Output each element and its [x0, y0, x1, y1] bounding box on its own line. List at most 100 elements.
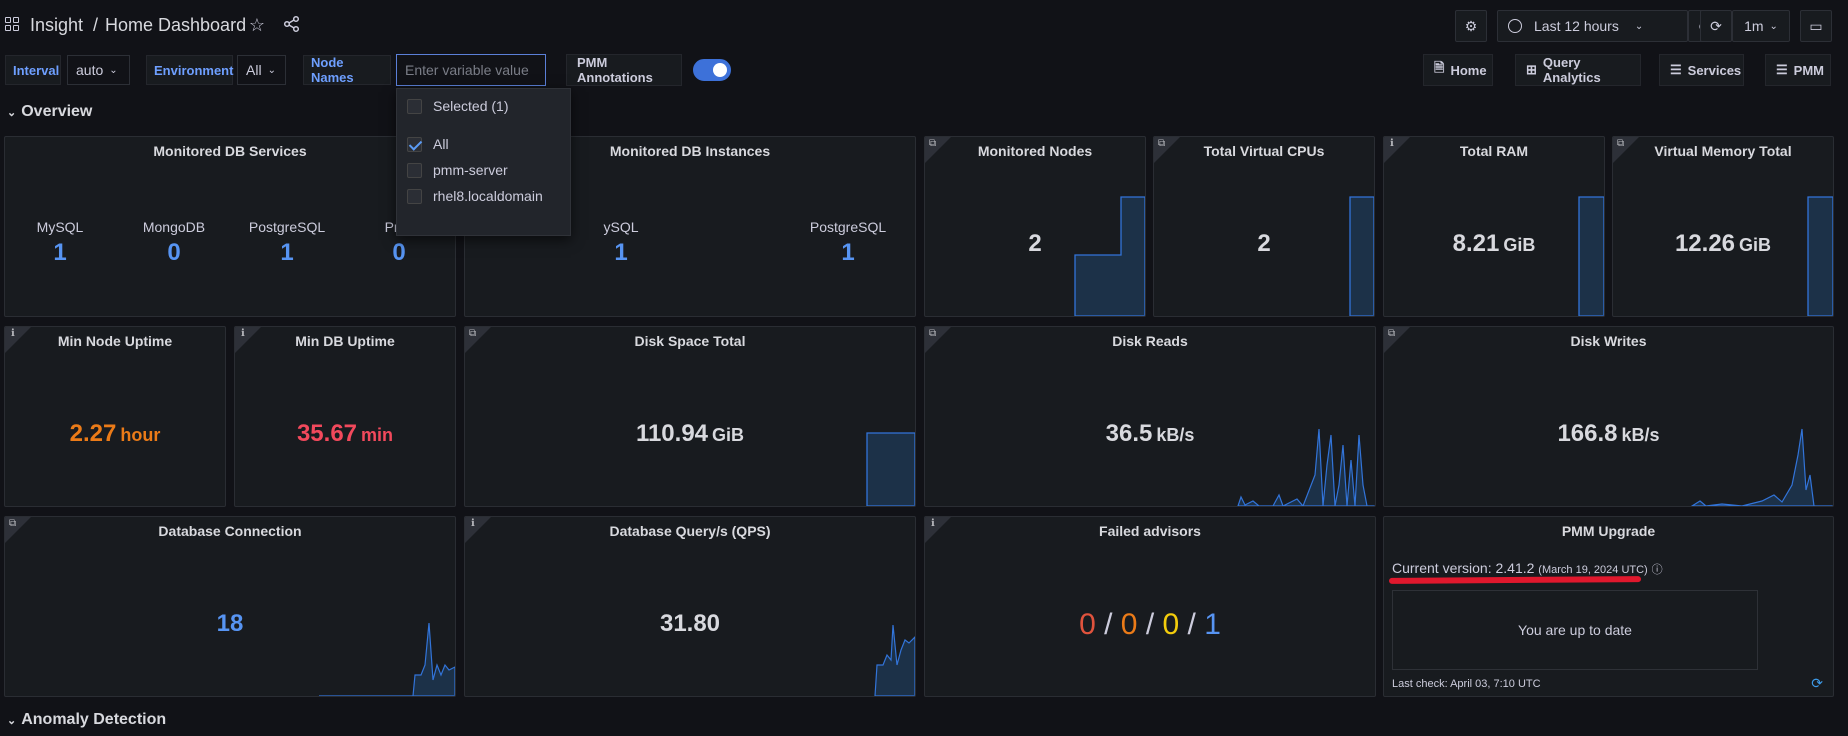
panel-title: Disk Writes [1570, 333, 1647, 349]
instance-name: PostgreSQL [809, 219, 887, 235]
external-link-icon[interactable]: ⧉ [1158, 138, 1166, 149]
time-range-label: Last 12 hours [1534, 18, 1619, 34]
panel-title: Total RAM [1459, 143, 1529, 159]
panel-link-corner[interactable] [465, 327, 491, 353]
clock-icon [1508, 19, 1522, 33]
apps-grid-icon[interactable] [5, 17, 19, 31]
checkbox[interactable] [407, 162, 422, 178]
panel-title: Min DB Uptime [295, 333, 395, 349]
separator: / [1104, 608, 1113, 641]
stat-value: 8.21 GiB [1452, 230, 1536, 257]
service-count: 0 [167, 239, 181, 266]
failed-advisors-counts[interactable]: 0 / 0 / 0 / 1 [925, 608, 1375, 642]
panel-title: Database Connection [158, 523, 302, 539]
row-header-overview[interactable]: ⌄ Overview [7, 103, 92, 121]
panel-info-corner[interactable] [5, 327, 31, 353]
checkbox[interactable] [407, 136, 422, 152]
panel-link-corner[interactable] [1384, 327, 1410, 353]
refresh-interval-picker[interactable]: 1m ⌄ [1732, 10, 1790, 42]
info-icon[interactable]: ℹ [471, 518, 475, 529]
panel-title: Virtual Memory Total [1654, 143, 1792, 159]
warning-count[interactable]: 0 [1162, 608, 1180, 641]
info-icon[interactable]: ℹ [931, 518, 935, 529]
gear-icon: ⚙ [1464, 17, 1478, 34]
info-icon[interactable]: ⓘ [1651, 564, 1663, 576]
share-icon[interactable] [282, 15, 302, 35]
chevron-down-icon: ⌄ [109, 64, 118, 76]
panel-link-corner[interactable] [1613, 137, 1639, 163]
panel-monitored-nodes: ⧉ Monitored Nodes 2 [924, 136, 1146, 317]
refresh-button[interactable]: ⟳ [1700, 10, 1732, 42]
interval-value: auto [76, 62, 104, 78]
release-date: (March 19, 2024 UTC) [1538, 564, 1648, 576]
dropdown-option-pmm-server[interactable]: pmm-server [407, 162, 508, 178]
critical-count[interactable]: 0 [1079, 608, 1096, 641]
stat-value: 31.80 [659, 610, 721, 637]
nav-link-pmm[interactable]: ☰ PMM [1765, 54, 1831, 86]
external-link-icon[interactable]: ⧉ [929, 328, 937, 339]
breadcrumb-separator: / [93, 15, 99, 35]
star-icon[interactable]: ☆ [248, 15, 266, 35]
dashboard-title[interactable]: Home Dashboard [105, 15, 247, 35]
row-title: Overview [21, 103, 93, 120]
tv-mode-button[interactable]: ▭ [1800, 10, 1832, 42]
row-header-anomaly-detection[interactable]: ⌄ Anomaly Detection [7, 711, 166, 729]
nav-link-query-analytics[interactable]: ⊞ Query Analytics [1515, 54, 1641, 86]
info-icon[interactable]: ℹ [11, 328, 15, 339]
panel-database-connection: ⧉ Database Connection 18 [4, 516, 456, 697]
error-count[interactable]: 0 [1120, 608, 1138, 641]
panel-info-corner[interactable] [465, 517, 491, 543]
external-link-icon[interactable]: ⧉ [929, 138, 937, 149]
menu-icon: ☰ [1776, 62, 1788, 77]
instance-stat: PostgreSQL 1 [803, 219, 893, 267]
settings-button[interactable]: ⚙ [1455, 10, 1487, 42]
info-icon[interactable]: ℹ [241, 328, 245, 339]
dropdown-selected-header[interactable]: Selected (1) [407, 98, 508, 114]
time-range-picker[interactable]: Last 12 hours ⌄ [1497, 10, 1688, 42]
dropdown-option-all[interactable]: All [407, 136, 449, 152]
stat-value: 2 [1028, 230, 1042, 257]
breadcrumb-app[interactable]: Insight [30, 15, 84, 35]
panel-title: Database Query/s (QPS) [609, 523, 771, 539]
sparkline [1807, 196, 1833, 316]
dropdown-option-rhel8[interactable]: rhel8.localdomain [407, 188, 543, 204]
checkbox[interactable] [407, 188, 422, 204]
interval-select[interactable]: auto ⌄ [67, 55, 130, 85]
sparkline [1578, 196, 1604, 316]
pmm-annotations-toggle[interactable] [693, 59, 731, 81]
chevron-down-icon: ⌄ [7, 106, 17, 119]
nav-link-home[interactable]: 🗎 Home [1423, 54, 1493, 86]
node-names-label: Node Names [303, 55, 391, 85]
panel-total-ram: ℹ Total RAM 8.21 GiB [1383, 136, 1605, 317]
refresh-icon[interactable]: ⟳ [1811, 675, 1823, 691]
external-link-icon[interactable]: ⧉ [9, 518, 17, 529]
panel-info-corner[interactable] [1384, 137, 1410, 163]
environment-select[interactable]: All ⌄ [237, 55, 286, 85]
current-version: Current version: 2.41.2 (March 19, 2024 … [1392, 560, 1663, 576]
chevron-down-icon: ⌄ [1769, 20, 1778, 32]
panel-link-corner[interactable] [5, 517, 31, 543]
document-icon: 🗎 [1434, 60, 1445, 75]
row-title: Anomaly Detection [21, 711, 167, 728]
panel-info-corner[interactable] [235, 327, 261, 353]
stat-value: 2.27 hour [69, 420, 161, 447]
notice-count[interactable]: 1 [1204, 608, 1221, 641]
panel-link-corner[interactable] [1154, 137, 1180, 163]
node-names-input[interactable]: Enter variable value [396, 54, 546, 86]
panel-failed-advisors: ℹ Failed advisors 0 / 0 / 0 / 1 [924, 516, 1376, 697]
checkbox[interactable] [407, 98, 422, 114]
external-link-icon[interactable]: ⧉ [1617, 138, 1625, 149]
instance-count: 1 [614, 239, 628, 266]
environment-value: All [246, 62, 262, 78]
info-icon[interactable]: ℹ [1390, 138, 1394, 149]
external-link-icon[interactable]: ⧉ [469, 328, 477, 339]
panel-info-corner[interactable] [925, 517, 951, 543]
panel-disk-writes: ⧉ Disk Writes 166.8 kB/s [1383, 326, 1834, 507]
panel-link-corner[interactable] [925, 327, 951, 353]
external-link-icon[interactable]: ⧉ [1388, 328, 1396, 339]
panel-monitored-db-services: Monitored DB Services MySQL 1 MongoDB 0 … [4, 136, 456, 317]
panel-title: Monitored Nodes [977, 143, 1093, 159]
service-count: 1 [280, 239, 294, 266]
nav-link-services[interactable]: ☰ Services [1659, 54, 1744, 86]
panel-link-corner[interactable] [925, 137, 951, 163]
